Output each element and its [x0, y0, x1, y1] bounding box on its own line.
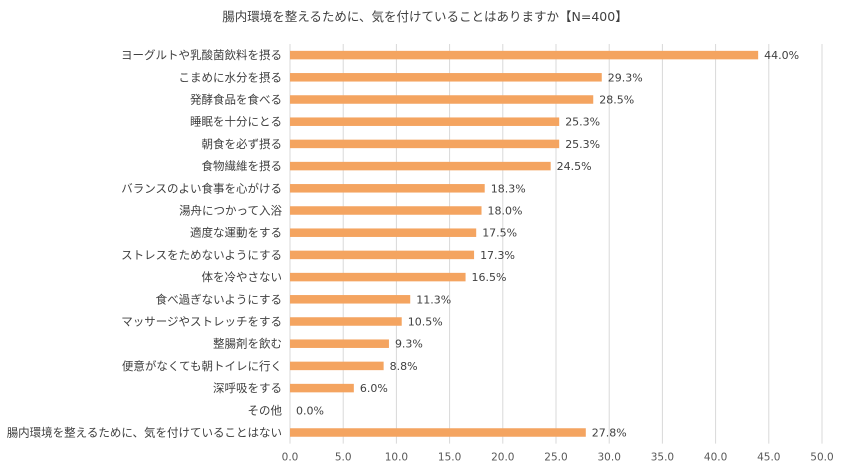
category-label: 食物繊維を摂る	[202, 159, 283, 173]
x-tick-label: 30.0	[598, 452, 621, 464]
data-label: 11.3%	[416, 293, 451, 306]
x-tick-label: 0.0	[282, 452, 299, 464]
data-label: 18.3%	[491, 182, 526, 195]
category-label: ヨーグルトや乳酸菌飲料を摂る	[121, 48, 282, 62]
bar	[290, 339, 389, 348]
data-label: 6.0%	[360, 382, 388, 395]
x-tick-label: 25.0	[544, 452, 567, 464]
bar	[290, 73, 602, 82]
category-label: 整腸剤を飲む	[213, 337, 282, 351]
bar	[290, 295, 411, 304]
bar	[290, 272, 466, 282]
category-label: 便意がなくても朝トイレに行く	[122, 359, 282, 373]
data-label: 24.5%	[557, 160, 592, 173]
bar	[290, 139, 560, 149]
data-label: 17.3%	[480, 249, 515, 262]
category-label: マッサージやストレッチをする	[121, 315, 282, 329]
bar	[290, 95, 594, 104]
bar	[290, 250, 475, 260]
category-label: こまめに水分を摂る	[179, 70, 283, 84]
x-tick-label: 35.0	[651, 452, 674, 464]
x-tick-label: 10.0	[385, 452, 408, 464]
category-label: 湯舟につかって入浴	[179, 204, 282, 218]
category-label: 深呼吸をする	[213, 381, 282, 395]
data-label: 8.8%	[390, 360, 418, 373]
bar	[290, 206, 482, 215]
data-label: 44.0%	[764, 49, 799, 62]
data-label: 28.5%	[599, 94, 634, 107]
bar	[290, 383, 354, 393]
bar	[290, 228, 477, 237]
category-label: 食べ過ぎないようにする	[156, 292, 282, 306]
chart-title: 腸内環境を整えるために、気を付けていることはありますか【N=400】	[222, 9, 628, 24]
data-label: 9.3%	[395, 338, 423, 351]
x-tick-label: 50.0	[810, 452, 833, 464]
data-label: 0.0%	[296, 404, 324, 417]
data-label: 17.5%	[482, 227, 517, 240]
category-label: 適度な運動をする	[190, 226, 282, 240]
data-label: 16.5%	[472, 271, 507, 284]
category-label: ストレスをためないようにする	[121, 248, 282, 262]
category-label: バランスのよい食事を心がける	[121, 181, 282, 195]
category-label: 発酵食品を食べる	[190, 93, 282, 107]
data-label: 10.5%	[408, 316, 443, 329]
category-label: その他	[248, 403, 283, 417]
data-label: 29.3%	[608, 71, 643, 84]
x-tick-label: 5.0	[335, 452, 352, 464]
bar	[290, 117, 560, 126]
data-label: 25.3%	[565, 116, 600, 129]
bar	[290, 184, 485, 193]
bar	[290, 317, 402, 326]
category-label: 腸内環境を整えるために、気を付けていることはない	[7, 426, 282, 440]
category-label: 体を冷やさない	[202, 270, 283, 284]
x-tick-label: 40.0	[704, 452, 727, 464]
data-label: 25.3%	[565, 138, 600, 151]
bar	[290, 161, 551, 171]
x-tick-label: 15.0	[438, 452, 461, 464]
bar	[290, 50, 759, 60]
x-tick-label: 45.0	[757, 452, 780, 464]
category-label: 朝食を必ず摂る	[202, 137, 283, 151]
x-tick-label: 20.0	[491, 452, 514, 464]
data-label: 27.8%	[592, 427, 627, 440]
bar	[290, 361, 384, 371]
category-label: 睡眠を十分にとる	[190, 115, 282, 129]
bar	[290, 428, 586, 437]
data-label: 18.0%	[488, 205, 523, 218]
